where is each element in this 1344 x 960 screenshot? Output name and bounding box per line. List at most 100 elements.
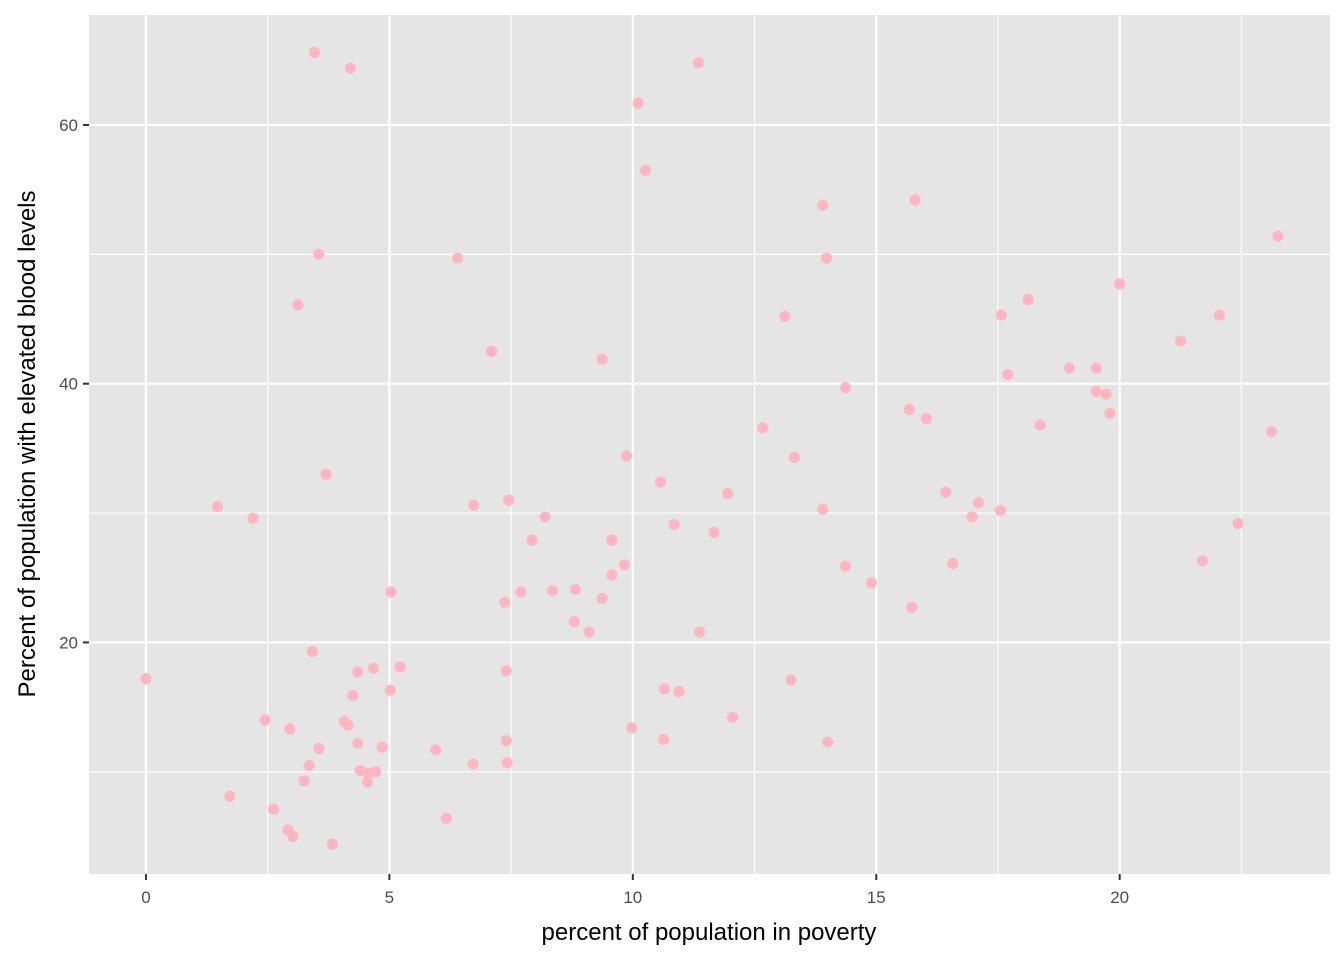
data-point <box>817 503 829 515</box>
data-point <box>995 309 1007 321</box>
data-point <box>352 666 364 678</box>
data-point <box>994 504 1006 517</box>
data-point <box>693 626 706 638</box>
data-point <box>779 310 791 323</box>
data-point <box>920 413 932 425</box>
data-point <box>839 560 852 572</box>
data-point <box>820 252 833 264</box>
data-point <box>1090 385 1102 398</box>
data-point <box>320 468 332 480</box>
x-axis-ticks: 0 5 10 15 20 <box>141 874 1129 907</box>
data-point <box>546 585 559 597</box>
data-point <box>606 569 618 581</box>
data-point <box>370 766 382 778</box>
data-point <box>596 592 608 605</box>
data-point <box>1090 362 1102 374</box>
data-point <box>626 722 638 734</box>
data-point <box>298 775 310 787</box>
data-point <box>1104 407 1116 420</box>
data-point <box>344 62 357 74</box>
data-point <box>1114 278 1126 290</box>
data-point <box>468 499 480 511</box>
data-point <box>1100 388 1112 400</box>
data-point <box>618 559 631 571</box>
data-point <box>347 689 359 702</box>
data-point <box>486 345 498 357</box>
data-points <box>140 46 1284 850</box>
major-gridlines <box>89 15 1330 874</box>
data-point <box>211 500 224 513</box>
data-point <box>1272 230 1284 242</box>
data-point <box>658 683 671 695</box>
x-tick-label: 5 <box>385 888 394 907</box>
y-axis-ticks: 20 40 60 <box>59 116 89 652</box>
data-point <box>384 684 396 696</box>
x-tick-label: 20 <box>1110 888 1129 907</box>
data-point <box>817 199 829 211</box>
data-point <box>785 674 797 686</box>
data-point <box>583 626 595 638</box>
data-point <box>1002 369 1014 381</box>
data-point <box>500 665 512 677</box>
data-point <box>821 736 834 748</box>
data-point <box>451 252 464 264</box>
data-point <box>361 776 374 788</box>
data-point <box>1063 362 1076 374</box>
data-point <box>909 194 921 206</box>
data-point <box>467 758 479 770</box>
data-point <box>1213 309 1226 321</box>
data-point <box>692 57 705 69</box>
data-point <box>140 673 152 685</box>
data-point <box>303 759 315 771</box>
data-point <box>947 557 959 570</box>
y-tick-label: 20 <box>59 633 78 652</box>
data-point <box>515 586 527 598</box>
data-point <box>1265 425 1278 438</box>
data-point <box>788 451 801 464</box>
data-point <box>1196 555 1209 567</box>
data-point <box>639 164 652 176</box>
data-point <box>267 803 280 815</box>
data-point <box>940 486 952 498</box>
data-point <box>906 601 918 614</box>
data-point <box>1022 294 1034 306</box>
data-point <box>539 511 551 523</box>
data-point <box>224 790 236 802</box>
data-point <box>606 534 618 546</box>
data-point <box>620 450 633 462</box>
data-point <box>292 299 304 311</box>
data-point <box>499 596 511 608</box>
data-point <box>657 733 670 746</box>
y-axis-title: Percent of population with elevated bloo… <box>14 191 41 698</box>
data-point <box>503 494 515 506</box>
data-point <box>654 476 667 488</box>
data-point <box>966 511 978 523</box>
x-tick-label: 0 <box>141 888 150 907</box>
data-point <box>727 711 739 724</box>
data-point <box>632 97 644 109</box>
data-point <box>313 248 325 260</box>
data-point <box>722 488 734 500</box>
data-point <box>708 526 720 539</box>
data-point <box>376 741 388 753</box>
data-point <box>596 353 608 365</box>
minor-gridlines <box>89 15 1330 874</box>
data-point <box>326 838 339 850</box>
data-point <box>313 742 325 755</box>
data-point <box>757 422 769 434</box>
data-point <box>903 403 915 416</box>
x-axis-title: percent of population in poverty <box>542 919 877 946</box>
data-point <box>839 381 852 394</box>
y-tick-label: 60 <box>59 116 78 135</box>
x-tick-label: 15 <box>867 888 886 907</box>
data-point <box>568 616 580 628</box>
data-point <box>1174 335 1187 347</box>
data-point <box>247 512 259 524</box>
plot-panel <box>89 15 1330 874</box>
data-point <box>352 737 364 749</box>
data-point <box>500 735 512 747</box>
data-point <box>306 645 319 658</box>
data-point <box>430 744 442 756</box>
data-point <box>668 519 680 531</box>
